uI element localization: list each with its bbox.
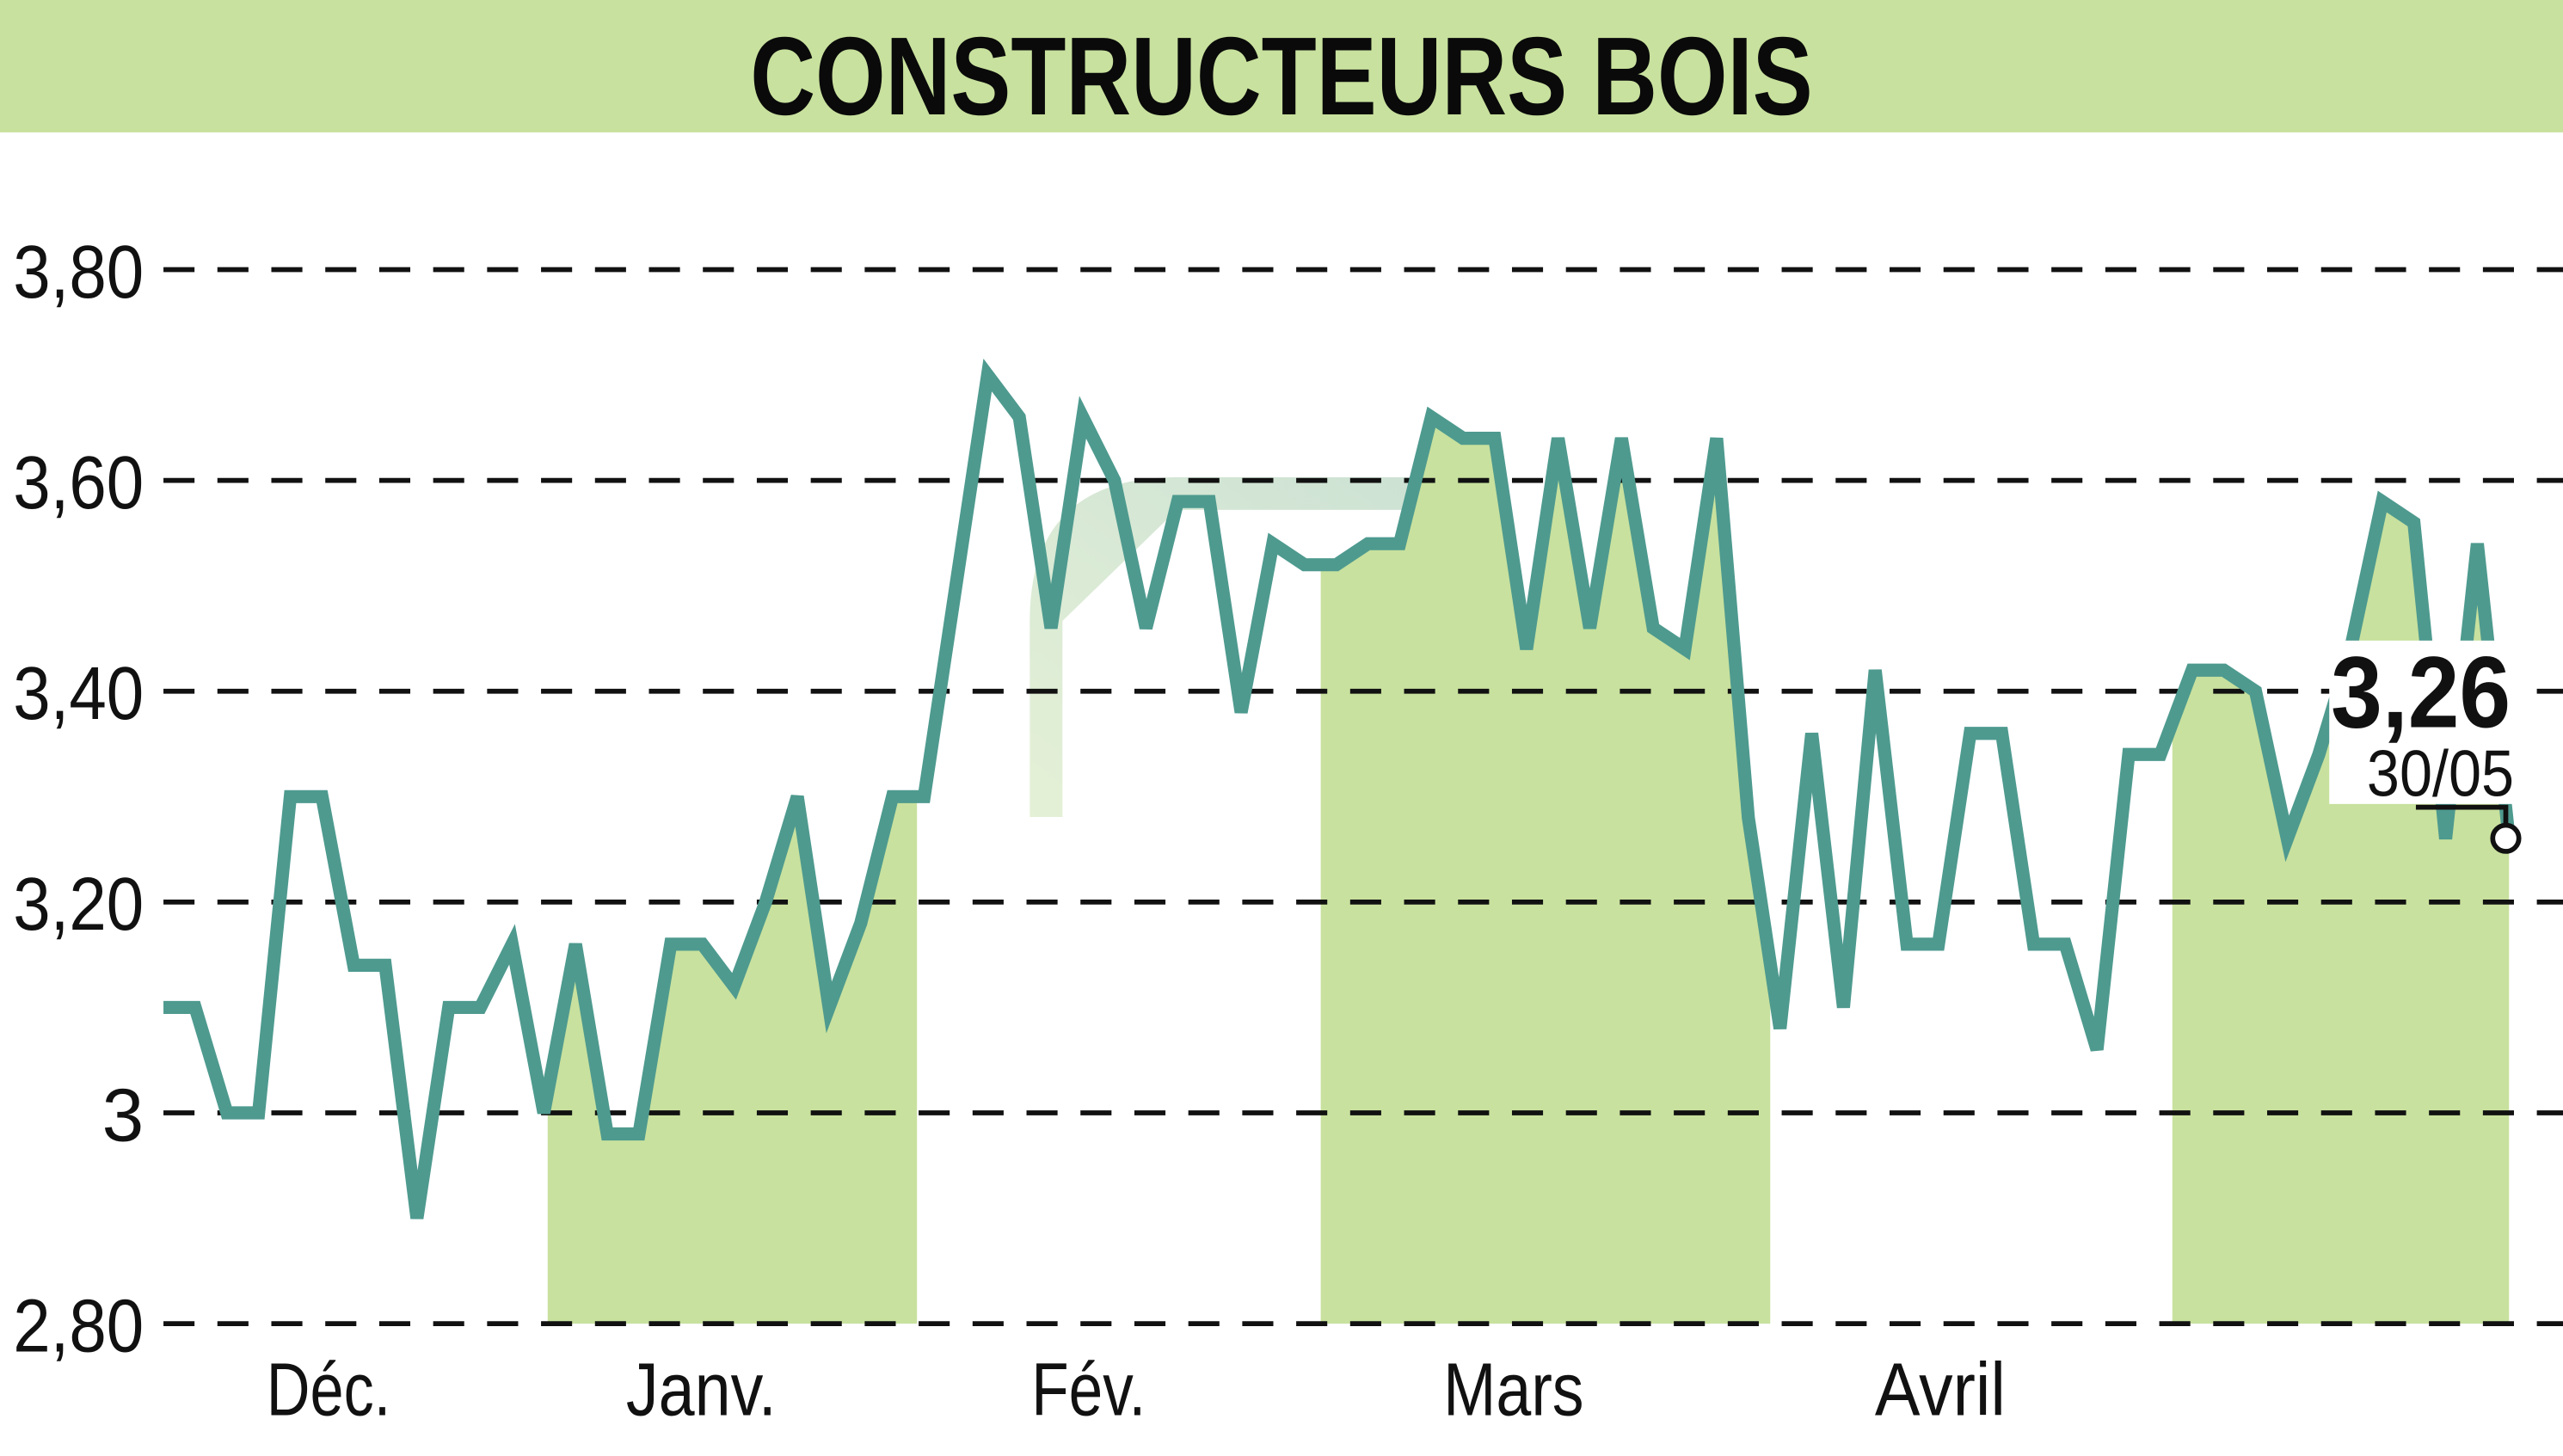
x-tick-label: Déc. <box>267 1348 390 1432</box>
y-tick-label: 3,20 <box>13 862 144 946</box>
last-date: 30/05 <box>2367 737 2514 810</box>
x-tick-label: Mars <box>1443 1348 1583 1432</box>
x-axis: Déc. Janv. Fév. Mars Avril <box>267 1348 2006 1432</box>
y-tick-label: 2,80 <box>13 1283 144 1367</box>
x-tick-label: Avril <box>1875 1348 2006 1432</box>
y-tick-label: 3,40 <box>13 651 144 735</box>
month-band-fills <box>547 375 2510 1324</box>
last-value-box <box>2329 640 2517 804</box>
x-tick-label: Janv. <box>626 1348 777 1432</box>
y-tick-label: 3 <box>102 1072 144 1157</box>
header-band <box>0 0 2563 132</box>
y-tick-label: 3,60 <box>13 440 144 525</box>
last-value-leader <box>2415 804 2509 826</box>
last-point-marker <box>2490 822 2522 854</box>
grid-lines <box>163 267 2563 1326</box>
chart-title: CONSTRUCTEURS BOIS <box>750 15 1812 138</box>
price-line <box>163 359 2516 1219</box>
last-value: 3,26 <box>2331 636 2511 749</box>
y-tick-label: 3,80 <box>13 230 144 314</box>
x-tick-label: Fév. <box>1031 1348 1146 1432</box>
y-axis: 3,80 3,60 3,40 3,20 3 2,80 <box>13 230 144 1368</box>
